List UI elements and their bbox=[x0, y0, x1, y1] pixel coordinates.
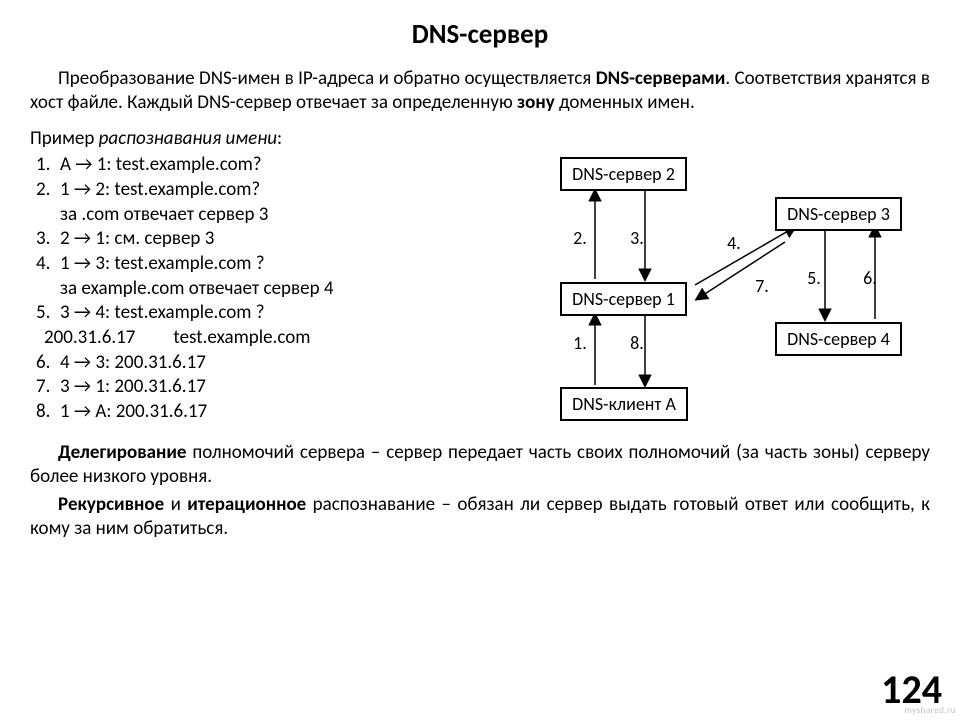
example-line: 7.3 → 1: 200.31.6.17 bbox=[30, 375, 465, 400]
example-header-post: : bbox=[277, 127, 282, 150]
list-number: 3. bbox=[36, 227, 60, 252]
list-number: 1. bbox=[36, 153, 60, 178]
diagram-label-l4: 4. bbox=[727, 232, 741, 254]
page-title: DNS-сервер bbox=[0, 0, 960, 61]
footer-p2-mid: и bbox=[164, 493, 187, 516]
example-line: за .com отвечает сервер 3 bbox=[30, 203, 465, 228]
watermark: myshared.ru bbox=[905, 705, 956, 716]
example-header-pre: Пример bbox=[30, 127, 99, 150]
example-line: 4.1 → 3: test.example.com ? bbox=[30, 252, 465, 277]
diagram-label-l5: 5. bbox=[807, 267, 821, 289]
list-number: 5. bbox=[36, 301, 60, 326]
example-line: 8.1 → A: 200.31.6.17 bbox=[30, 400, 465, 425]
diagram-label-l2: 2. bbox=[573, 227, 587, 249]
example-line: 6.4 → 3: 200.31.6.17 bbox=[30, 351, 465, 376]
diagram-label-l1: 1. bbox=[573, 332, 587, 354]
diagram-label-l8: 8. bbox=[630, 332, 644, 354]
intro-paragraph: Преобразование DNS-имен в IP-адреса и об… bbox=[0, 61, 960, 115]
list-text: A → 1: test.example.com? bbox=[60, 153, 262, 176]
diagram-node-ca: DNS-клиент A bbox=[560, 387, 688, 421]
example-line: 5.3 → 4: test.example.com ? bbox=[30, 301, 465, 326]
list-text: 3 → 4: test.example.com ? bbox=[60, 301, 265, 324]
footer-para-2: Рекурсивное и итерационное распознавание… bbox=[0, 489, 960, 542]
example-line: 1.A → 1: test.example.com? bbox=[30, 153, 465, 178]
example-header: Пример распознавания имени: bbox=[30, 127, 465, 152]
example-header-it: распознавания имени bbox=[99, 127, 277, 150]
diagram-label-l6: 6. bbox=[863, 267, 877, 289]
diagram-label-l7: 7. bbox=[755, 275, 769, 297]
footer-p2-bold1: Рекурсивное bbox=[58, 493, 164, 516]
diagram-label-l3: 3. bbox=[630, 227, 644, 249]
example-line: 200.31.6.17 test.example.com bbox=[30, 326, 465, 351]
list-text: 4 → 3: 200.31.6.17 bbox=[60, 351, 206, 374]
example-line: за example.com отвечает сервер 4 bbox=[30, 277, 465, 302]
diagram-node-s1: DNS-сервер 1 bbox=[560, 282, 687, 316]
list-text: 1 → 3: test.example.com ? bbox=[60, 252, 265, 275]
footer-p2-bold2: итерационное bbox=[187, 493, 306, 516]
list-number: 4. bbox=[36, 252, 60, 277]
list-text: 2 → 1: см. сервер 3 bbox=[60, 227, 214, 250]
intro-bold2: зону bbox=[517, 91, 555, 114]
list-text: 1 → A: 200.31.6.17 bbox=[60, 400, 207, 423]
footer-p1-bold: Делегирование bbox=[58, 441, 186, 464]
list-text: 3 → 1: 200.31.6.17 bbox=[60, 375, 206, 398]
diagram-node-s3: DNS-сервер 3 bbox=[775, 197, 902, 231]
intro-part1: Преобразование DNS-имен в IP-адреса и об… bbox=[58, 67, 596, 90]
diagram-node-s2: DNS-сервер 2 bbox=[560, 157, 687, 191]
list-number: 7. bbox=[36, 375, 60, 400]
intro-bold1: DNS-серверами bbox=[596, 67, 726, 90]
intro-part3: доменных имен. bbox=[555, 91, 695, 114]
diagram-node-s4: DNS-сервер 4 bbox=[775, 322, 902, 356]
example-line: 3.2 → 1: см. сервер 3 bbox=[30, 227, 465, 252]
example-line: 2.1 → 2: test.example.com? bbox=[30, 178, 465, 203]
list-number: 6. bbox=[36, 351, 60, 376]
example-list: Пример распознавания имени: 1.A → 1: tes… bbox=[30, 127, 465, 437]
list-text: 1 → 2: test.example.com? bbox=[60, 178, 260, 201]
list-number: 2. bbox=[36, 178, 60, 203]
list-number: 8. bbox=[36, 400, 60, 425]
footer-para-1: Делегирование полномочий сервера – серве… bbox=[0, 437, 960, 490]
dns-diagram: DNS-сервер 2 DNS-сервер 3 DNS-сервер 1 DNS-… bbox=[465, 127, 930, 437]
